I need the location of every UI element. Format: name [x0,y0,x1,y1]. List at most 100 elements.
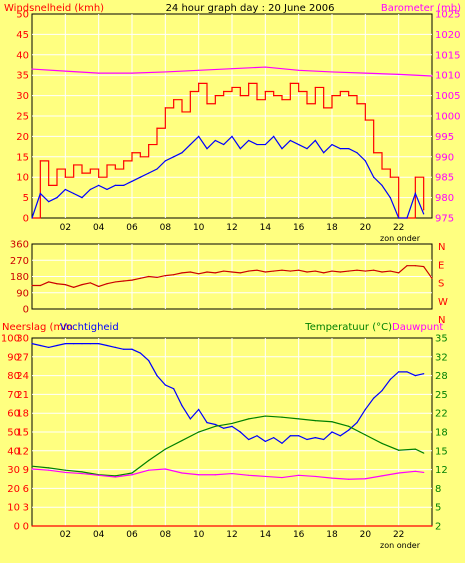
barometer-tick-label: 995 [435,132,454,143]
wind-direction-line-point [414,265,416,267]
direction-tick-label: 270 [10,256,29,267]
wind-average-line-point [148,172,150,174]
wind-direction-line-point [298,269,300,271]
temperature-line-point [298,418,300,420]
humidity-line-point [331,431,333,433]
wind-average-line-point [114,184,116,186]
temperature-line-point [148,459,150,462]
humidity-line-point [81,343,83,345]
wind-gust-line-point [339,90,341,93]
wind-direction-line-point [431,277,433,279]
temperature-line-point [398,449,400,451]
wind-direction-line-point [106,283,108,285]
wind-gust-line-point [264,90,266,93]
wind-gust-line-point [356,103,358,105]
compass-label: N [438,242,445,253]
wind-average-line-point [198,135,200,137]
panel-3-x-tick-label: 04 [93,530,105,540]
wind-average-line-point [289,139,291,142]
humidity-line-point [356,422,358,424]
wind-average-line-point [106,188,108,191]
wind-direction-line-point [281,269,283,271]
humidity-tick-label: 20 [7,484,20,495]
panel-3-x-tick-label: 16 [293,530,305,540]
wind-direction-line-point [223,270,225,272]
barometer-line-point [198,69,200,71]
wind-direction-line-point [339,271,341,273]
wind-direction-line-point [348,270,350,272]
compass-label: W [438,297,448,308]
wind-gust-line-point [181,111,183,113]
temperature-tick-label: 28 [435,371,448,382]
wind-gust-line-point [298,90,300,93]
rain-tick-label: 21 [16,390,29,401]
dewpoint-line-point [414,470,416,472]
barometer-line-point [331,71,333,73]
direction-tick-label: 0 [23,305,29,316]
rain-tick-label: 9 [23,465,29,476]
wind-direction-line-point [114,281,116,283]
panel-1-x-tick-label: 22 [393,223,404,233]
wind-average-line-point [256,143,258,146]
temperature-line-point [31,465,33,467]
wind-average-line-point [423,213,425,215]
barometer-tick-label: 980 [435,193,454,204]
temperature-tick-label: 32 [435,352,448,363]
temperature-tick-label: 35 [435,334,448,345]
wind-gust-line-point [281,99,283,101]
barometer-line-point [64,70,66,72]
wind-tick-label: 35 [16,71,29,82]
wind-average-line-point [389,197,391,199]
panel-3-x-tick-label: 08 [160,530,172,540]
panel-1-x-tick-label: 20 [360,223,372,233]
wind-gust-line-point [73,164,75,166]
wind-direction-line-point [264,271,266,273]
wind-average-line-point [123,184,125,186]
barometer-tick-label: 975 [435,214,454,225]
wind-average-line-point [314,139,316,142]
wind-gust-line-point [214,95,216,97]
wind-average-line-point [373,176,375,178]
wind-gust-line-point [164,107,166,109]
wind-gust-line [32,82,425,219]
humidity-line-point [406,371,408,373]
wind-direction-line-point [73,286,75,288]
panel-1-x-tick-label: 04 [93,223,105,233]
temperature-tick-label: 15 [435,446,448,457]
humidity-line-point [423,373,425,375]
humidity-tick-label: 50 [7,428,20,439]
wind-average-line-point [164,160,166,162]
temperature-tick-label: 2 [435,522,441,533]
panel-1-x-tick-label: 12 [226,223,237,233]
wind-gust-line-point [198,82,200,84]
humidity-line-point [156,375,158,377]
wind-average-line-point [298,143,300,146]
temperature-line-point [198,431,200,433]
wind-direction-line-point [248,270,250,272]
wind-gust-line-point [289,82,291,84]
wind-gust-line-point [223,90,225,93]
wind-average-line-point [381,184,383,186]
wind-direction-line-point [314,270,316,272]
chart-title: 24 hour graph day : 20 June 2006 [166,3,335,14]
wind-tick-label: 50 [16,10,29,21]
humidity-line-point [206,422,208,424]
temperature-line-point [348,425,350,427]
humidity-line-point [381,390,383,392]
dewpoint-line-point [148,469,150,471]
humidity-line-point [214,423,216,426]
wind-gust-line-point [273,95,275,97]
temperature-tick-label: 18 [435,428,448,439]
wind-gust-line-point [56,168,58,170]
panel-1-x-tick-label: 14 [260,223,272,233]
wind-gust-line-point [231,86,233,89]
barometer-line-point [164,71,166,73]
wind-direction-line-point [306,271,308,273]
panel-3-x-tick-label: 14 [260,530,272,540]
dewpoint-line-point [423,471,425,474]
wind-direction-line-point [198,273,200,275]
wind-average-line-point [356,152,358,154]
panel-1-x-tick-label: 10 [193,223,205,233]
wind-gust-line-point [131,152,133,154]
wind-direction-line-point [189,271,191,273]
